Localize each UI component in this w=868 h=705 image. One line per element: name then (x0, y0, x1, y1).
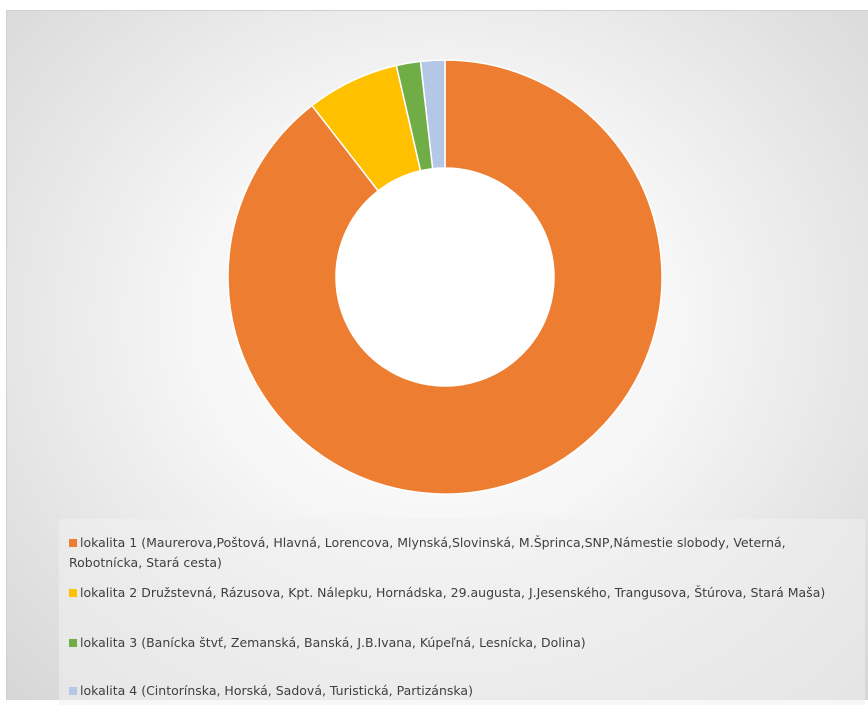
legend-label: lokalita 4 (Cintorínska, Horská, Sadová,… (80, 683, 473, 698)
donut-slices (227, 59, 663, 495)
donut-chart (227, 59, 663, 495)
donut-hole (336, 168, 554, 386)
legend-swatch (69, 639, 77, 647)
legend-item-lokalita-3: lokalita 3 (Banícka štvť, Zemanská, Bans… (69, 633, 853, 653)
legend-label: lokalita 2 Družstevná, Rázusova, Kpt. Ná… (80, 585, 826, 600)
chart-area: lokalita 1 (Maurerova,Poštová, Hlavná, L… (6, 10, 868, 705)
legend: lokalita 1 (Maurerova,Poštová, Hlavná, L… (59, 519, 865, 705)
legend-item-lokalita-1: lokalita 1 (Maurerova,Poštová, Hlavná, L… (69, 533, 853, 573)
donut-slice-lokalita-1 (227, 59, 663, 495)
legend-swatch (69, 589, 77, 597)
legend-label: lokalita 1 (Maurerova,Poštová, Hlavná, L… (69, 535, 786, 570)
legend-label: lokalita 3 (Banícka štvť, Zemanská, Bans… (80, 635, 586, 650)
legend-item-lokalita-4: lokalita 4 (Cintorínska, Horská, Sadová,… (69, 681, 853, 701)
donut-slice-lokalita-4 (419, 59, 446, 170)
legend-swatch (69, 687, 77, 695)
legend-swatch (69, 539, 77, 547)
legend-item-lokalita-2: lokalita 2 Družstevná, Rázusova, Kpt. Ná… (69, 583, 853, 603)
